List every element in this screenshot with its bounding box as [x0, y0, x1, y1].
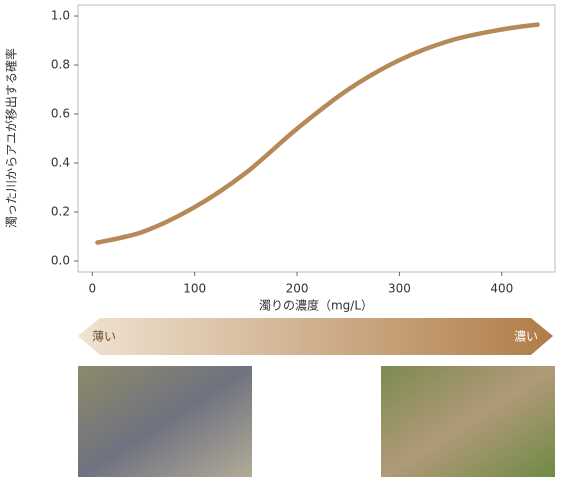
- y-tick-label: 0.2: [51, 204, 70, 218]
- x-tick-label: 300: [388, 282, 411, 296]
- plot-frame: [77, 4, 556, 273]
- x-axis-label: 濁りの濃度（mg/L）: [259, 298, 373, 313]
- gradient-arrow: [78, 318, 553, 355]
- y-tick-label: 0.0: [51, 253, 70, 267]
- y-tick-label: 0.8: [51, 58, 70, 72]
- curve: [95, 22, 540, 245]
- y-tick-label: 0.6: [51, 107, 70, 121]
- x-tick-label: 400: [490, 282, 513, 296]
- y-tick-label: 0.4: [51, 155, 70, 169]
- photo-clear-river: [78, 366, 252, 477]
- y-tick-label: 1.0: [51, 9, 70, 23]
- x-tick-label: 100: [183, 282, 206, 296]
- photo-turbid-river: [381, 366, 555, 477]
- x-tick-label: 0: [89, 282, 97, 296]
- y-axis-label: 濁った川からアユが移出する確率: [4, 48, 19, 228]
- dark-label: 濃い: [514, 330, 538, 344]
- x-tick-label: 200: [286, 282, 309, 296]
- light-label: 薄い: [92, 329, 116, 344]
